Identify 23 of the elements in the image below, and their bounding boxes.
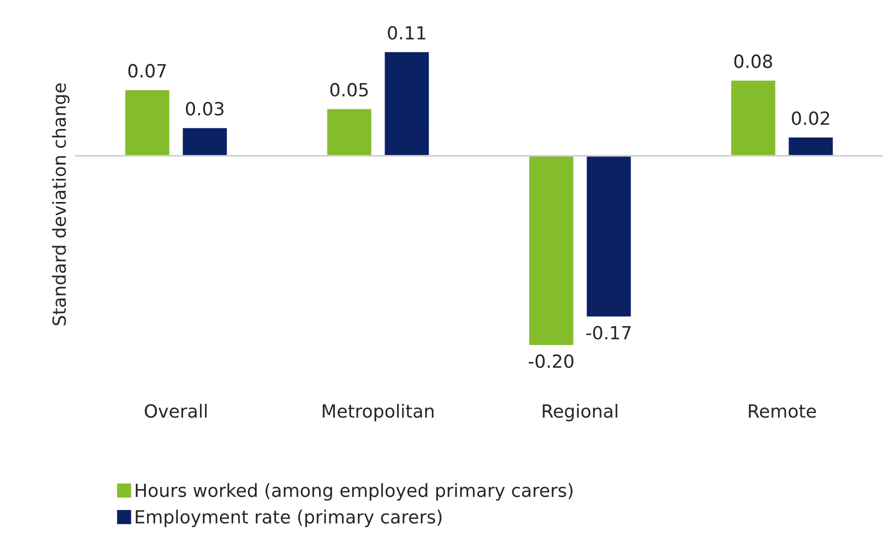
bar [124,88,171,157]
x-tick-label: Remote [748,404,816,418]
bar [326,108,373,157]
x-tick-label: Metropolitan [322,404,434,422]
data-label: -0.17 [586,326,631,340]
data-label: 0.07 [128,64,166,78]
bar [787,136,834,157]
data-label: 0.03 [186,102,224,116]
data-label: 0.11 [388,26,426,40]
bar [383,50,430,157]
data-label: 0.05 [330,82,368,97]
bar [730,79,777,157]
data-label: 0.02 [792,111,830,126]
y-axis-title: Standard deviation change [52,83,70,326]
bar [181,126,228,157]
legend-label: Employment rate (primary carers) [136,510,442,528]
legend-label: Hours worked (among employed primary carers) [136,483,572,501]
data-label: 0.08 [734,54,772,68]
x-tick-label: Regional [542,404,618,422]
bar [585,155,632,318]
x-tick-label: Overall [144,404,207,418]
data-label: -0.20 [528,354,574,368]
bar [528,155,575,346]
